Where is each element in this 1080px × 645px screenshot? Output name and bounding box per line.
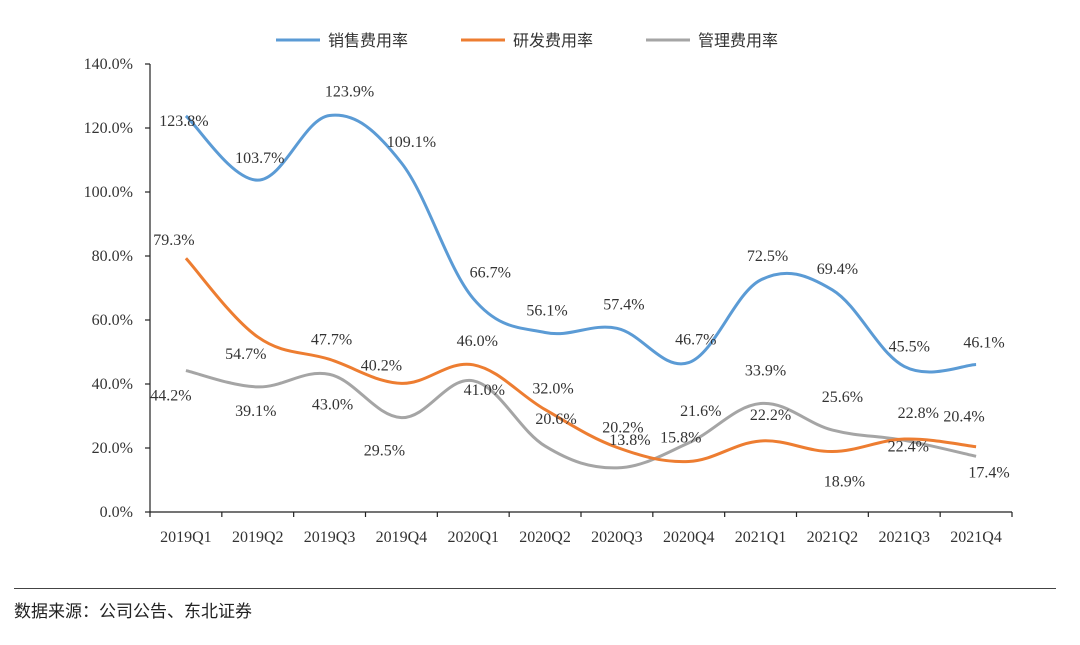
admin-expense-rate-data-label: 33.9% <box>745 363 786 380</box>
rd-expense-rate-data-label: 47.7% <box>311 331 352 348</box>
rd-expense-rate-data-label: 54.7% <box>225 346 266 363</box>
legend-label-sales-expense-rate: 销售费用率 <box>328 31 408 50</box>
sales-expense-rate-data-label: 46.7% <box>675 332 716 349</box>
admin-expense-rate-data-label: 13.8% <box>609 432 650 449</box>
line-chart: 0.0% 20.0% 40.0% 60.0% 80.0% 100.0% 120.0% 140.… <box>84 31 1013 546</box>
y-tick-label: 100.0% <box>84 184 133 201</box>
admin-expense-rate-line <box>185 369 977 470</box>
rd-expense-rate-data-label: 32.0% <box>532 381 573 398</box>
rd-expense-rate-data-label: 18.9% <box>824 474 865 491</box>
rd-expense-rate-data-label: 79.3% <box>153 232 194 249</box>
x-tick-label: 2019Q1 <box>160 529 212 546</box>
rd-expense-rate-line <box>184 257 977 464</box>
y-tick-label: 140.0% <box>84 56 133 73</box>
sales-expense-rate-data-label: 123.8% <box>159 113 208 130</box>
sales-expense-rate-data-label: 123.9% <box>325 84 374 101</box>
data-source-note: 数据来源：公司公告、东北证券 <box>14 602 252 622</box>
admin-expense-rate-data-label: 41.0% <box>464 382 505 399</box>
rd-expense-rate-data-label: 22.8% <box>898 405 939 422</box>
sales-expense-rate-data-label: 46.1% <box>963 334 1004 351</box>
admin-expense-rate-data-label: 39.1% <box>235 403 276 420</box>
x-tick-label: 2019Q4 <box>376 529 428 546</box>
admin-expense-rate-data-label: 25.6% <box>822 389 863 406</box>
rd-expense-rate-data-label: 20.2% <box>602 419 643 436</box>
admin-expense-rate-data-label: 44.2% <box>150 388 191 405</box>
x-tick-label: 2019Q3 <box>304 529 356 546</box>
rd-expense-rate-data-label: 15.8% <box>660 429 701 446</box>
x-tick-label: 2021Q4 <box>950 529 1002 546</box>
x-tick-label: 2020Q1 <box>447 529 499 546</box>
y-tick-label: 40.0% <box>92 376 133 393</box>
sales-expense-rate-data-label: 103.7% <box>235 150 284 167</box>
x-tick-label: 2021Q3 <box>878 529 930 546</box>
sales-expense-rate-data-label: 45.5% <box>889 338 930 355</box>
rd-expense-rate-data-label: 22.2% <box>750 407 791 424</box>
admin-expense-rate-data-label: 21.6% <box>680 403 721 420</box>
admin-expense-rate-data-label: 20.6% <box>535 411 576 428</box>
x-tick-label: 2020Q3 <box>591 529 643 546</box>
y-tick-label: 0.0% <box>100 504 133 521</box>
admin-expense-rate-data-label: 29.5% <box>364 443 405 460</box>
sales-expense-rate-line <box>184 113 977 374</box>
legend-label-admin-expense-rate: 管理费用率 <box>698 31 778 50</box>
x-tick-label: 2020Q4 <box>663 529 715 546</box>
y-tick-label: 20.0% <box>92 440 133 457</box>
x-tick-label: 2020Q2 <box>519 529 571 546</box>
sales-expense-rate-data-label: 69.4% <box>817 261 858 278</box>
sales-expense-rate-data-label: 72.5% <box>747 248 788 265</box>
y-tick-label: 120.0% <box>84 120 133 137</box>
x-tick-label: 2021Q1 <box>735 529 787 546</box>
sales-expense-rate-data-label: 56.1% <box>526 302 567 319</box>
sales-expense-rate-data-label: 66.7% <box>470 265 511 282</box>
legend-label-rd-expense-rate: 研发费用率 <box>513 31 593 50</box>
y-tick-label: 80.0% <box>92 248 133 265</box>
sales-expense-rate-data-label: 57.4% <box>603 296 644 313</box>
rd-expense-rate-data-label: 40.2% <box>361 357 402 374</box>
sales-expense-rate-data-label: 109.1% <box>387 134 436 151</box>
admin-expense-rate-data-label: 43.0% <box>312 396 353 413</box>
admin-expense-rate-data-label: 22.4% <box>888 438 929 455</box>
admin-expense-rate-data-label: 17.4% <box>968 464 1009 481</box>
footer-divider <box>14 588 1056 589</box>
x-tick-label: 2021Q2 <box>807 529 859 546</box>
x-tick-label: 2019Q2 <box>232 529 284 546</box>
rd-expense-rate-data-label: 20.4% <box>943 409 984 426</box>
y-tick-label: 60.0% <box>92 312 133 329</box>
rd-expense-rate-data-label: 46.0% <box>457 333 498 350</box>
